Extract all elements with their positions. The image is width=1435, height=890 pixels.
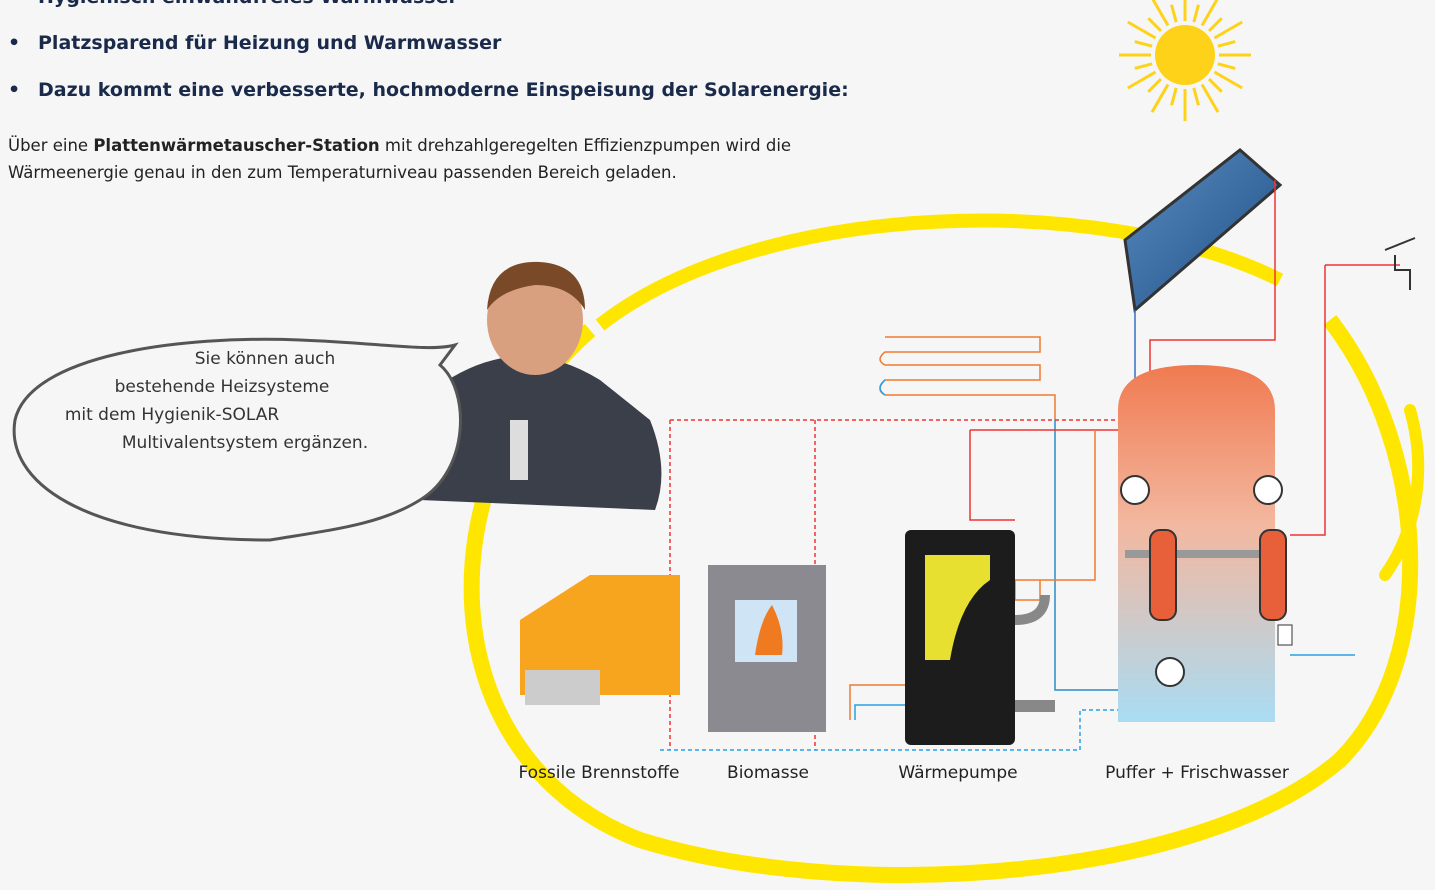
sun-ray	[1152, 84, 1168, 112]
bubble-text: Multivalentsystem ergänzen.	[122, 433, 368, 453]
bubble-text: Sie können auch	[195, 349, 336, 369]
buffer-tank	[1118, 365, 1275, 722]
sun-ray	[1128, 72, 1156, 88]
pump	[1254, 476, 1282, 504]
pipe-stub	[1015, 700, 1055, 712]
sun-ray	[1202, 84, 1218, 112]
sun-ray	[1209, 18, 1222, 31]
sun-ray	[1148, 18, 1161, 31]
sun-ray	[1218, 42, 1235, 47]
component-label: Wärmepumpe	[898, 763, 1017, 783]
sun-ray	[1128, 22, 1156, 38]
sun	[1119, 0, 1251, 121]
bar	[1125, 550, 1275, 558]
sun-ray	[1194, 5, 1199, 22]
component-label: Fossile Brennstoffe	[519, 763, 680, 783]
sun-ray	[1148, 79, 1161, 92]
diagram: Sie können auch bestehende Heizsysteme m…	[0, 0, 1435, 890]
component-label: Biomasse	[727, 763, 809, 783]
heat-exchanger	[1260, 530, 1286, 620]
bubble-text: bestehende Heizsysteme	[115, 377, 330, 397]
pump	[1121, 476, 1149, 504]
solar-collector	[1125, 150, 1280, 310]
page: •Hygienisch einwandfreies Warmwasser •Pl…	[0, 0, 1435, 890]
component-label: Puffer + Frischwasser	[1105, 763, 1289, 783]
sun-ray	[1135, 42, 1152, 47]
heat-exchanger	[1150, 530, 1176, 620]
sun-ray	[1209, 79, 1222, 92]
sun-ray	[1194, 88, 1199, 105]
sun-ray	[1172, 5, 1177, 22]
sun-ray	[1152, 0, 1168, 26]
sun-ray	[1214, 22, 1242, 38]
sun-ray	[1218, 64, 1235, 69]
pump	[1156, 658, 1184, 686]
bubble-text: mit dem Hygienik-SOLAR	[65, 405, 280, 425]
sun-ray	[1172, 88, 1177, 105]
sensor	[1278, 625, 1292, 645]
fossil-boiler-base	[525, 670, 600, 705]
sun-ray	[1202, 0, 1218, 26]
sun-ray	[1135, 64, 1152, 69]
pipe-stub	[1015, 595, 1045, 620]
sun-ray	[1214, 72, 1242, 88]
tap	[1385, 238, 1415, 290]
